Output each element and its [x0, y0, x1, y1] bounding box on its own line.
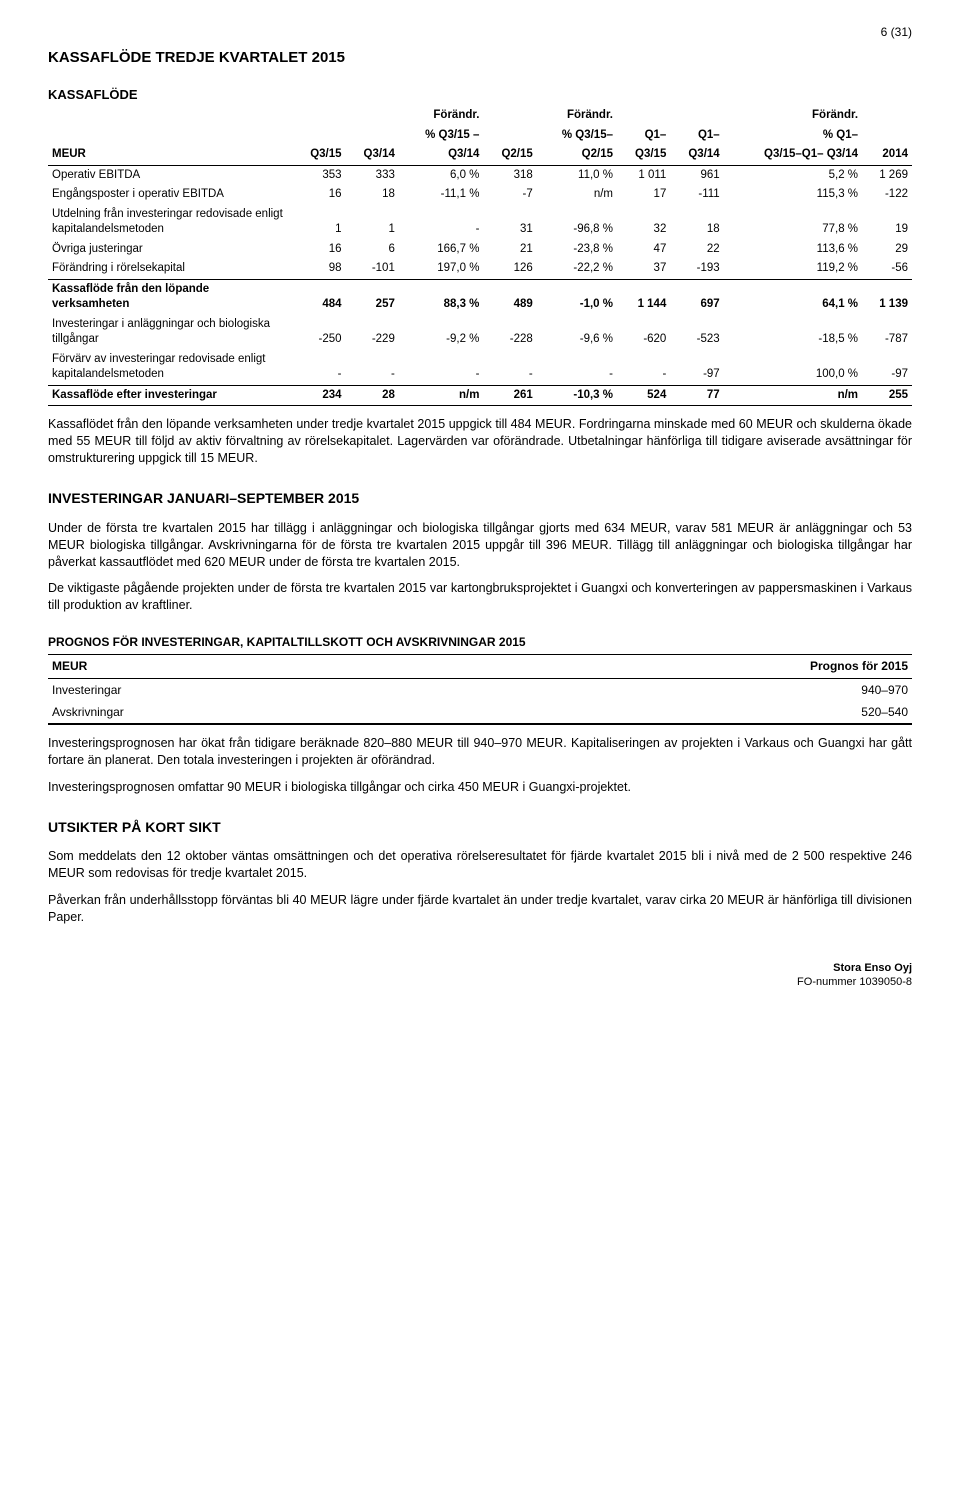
page-number: 6 (31) [48, 24, 912, 40]
page-footer: Stora Enso Oyj FO-nummer 1039050-8 [48, 962, 912, 990]
footer-regno: FO-nummer 1039050-8 [48, 976, 912, 990]
table-row: Kassaflöde efter investeringar23428n/m26… [48, 385, 912, 406]
section-investments: INVESTERINGAR JANUARI–SEPTEMBER 2015 [48, 489, 912, 508]
para-cashflow-summary: Kassaflödet från den löpande verksamhete… [48, 416, 912, 467]
para-investments-2: De viktigaste pågående projekten under d… [48, 580, 912, 614]
para-outlook-1: Som meddelats den 12 oktober väntas omsä… [48, 848, 912, 882]
table-row: Investeringar i anläggningar och biologi… [48, 315, 912, 350]
para-outlook-2: Påverkan från underhållsstopp förväntas … [48, 892, 912, 926]
prognosis-table: MEURPrognos för 2015Investeringar940–970… [48, 655, 912, 724]
para-prognosis-1: Investeringsprognosen har ökat från tidi… [48, 735, 912, 769]
table-row: Operativ EBITDA3533336,0 %31811,0 %1 011… [48, 165, 912, 185]
table-row: Övriga justeringar166166,7 %21-23,8 %472… [48, 240, 912, 260]
para-prognosis-2: Investeringsprognosen omfattar 90 MEUR i… [48, 779, 912, 796]
table-row: Avskrivningar520–540 [48, 701, 912, 724]
page-title: KASSAFLÖDE TREDJE KVARTALET 2015 [48, 48, 912, 68]
table-row: Engångsposter i operativ EBITDA1618-11,1… [48, 185, 912, 205]
table-row: Investeringar940–970 [48, 678, 912, 701]
section-outlook: UTSIKTER PÅ KORT SIKT [48, 818, 912, 837]
table1-caption: KASSAFLÖDE [48, 86, 912, 104]
prognosis-table-wrap: MEURPrognos för 2015Investeringar940–970… [48, 654, 912, 725]
para-investments-1: Under de första tre kvartalen 2015 har t… [48, 520, 912, 571]
table-row: Kassaflöde från den löpande verksamheten… [48, 279, 912, 315]
table-row: Förvärv av investeringar redovisade enli… [48, 350, 912, 386]
table-row: Förändring i rörelsekapital98-101197,0 %… [48, 259, 912, 279]
cashflow-table: Förändr.Förändr.Förändr.% Q3/15 –% Q3/15… [48, 106, 912, 406]
section-prognosis: PROGNOS FÖR INVESTERINGAR, KAPITALTILLSK… [48, 634, 912, 650]
table-row: Utdelning från investeringar redovisade … [48, 205, 912, 240]
footer-company: Stora Enso Oyj [48, 962, 912, 976]
